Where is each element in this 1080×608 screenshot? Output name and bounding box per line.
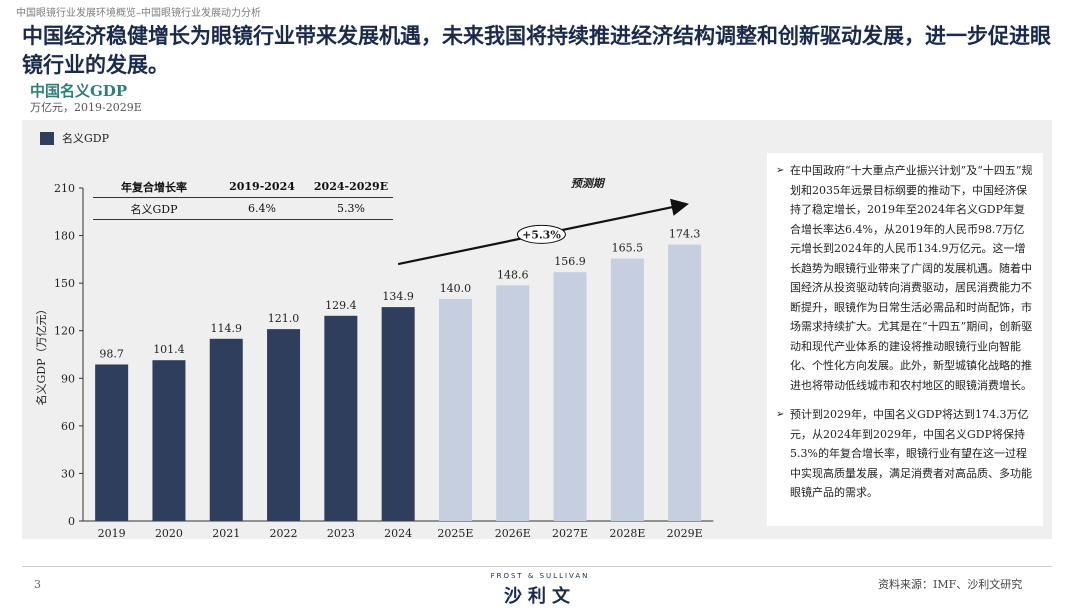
legend-swatch bbox=[40, 131, 54, 145]
bar-2023 bbox=[324, 315, 358, 521]
data-label-2020: 101.4 bbox=[153, 343, 185, 356]
bullet-arrow-icon: ➢ bbox=[776, 409, 785, 420]
chart-unit: 万亿元，2019-2029E bbox=[30, 101, 142, 114]
bar-2024 bbox=[381, 307, 415, 521]
bar-2027E bbox=[553, 272, 587, 521]
x-tick-label-2028E: 2028E bbox=[609, 527, 645, 540]
data-label-2029E: 174.3 bbox=[669, 228, 701, 241]
footer-divider bbox=[22, 566, 1052, 567]
x-tick-label-2027E: 2027E bbox=[552, 527, 588, 540]
bar-2019 bbox=[95, 364, 129, 521]
page-number: 3 bbox=[34, 578, 41, 591]
bar-2022 bbox=[267, 329, 301, 521]
commentary-bullet: ➢ 预计到2029年，中国名义GDP将达到174.3万亿元，从2024年到202… bbox=[776, 405, 1034, 503]
y-tick-label: 210 bbox=[54, 182, 75, 195]
bar-2026E bbox=[496, 285, 530, 521]
bar-2020 bbox=[152, 360, 186, 521]
y-tick-label: 30 bbox=[61, 467, 75, 480]
growth-annotation-label: +5.3% bbox=[522, 228, 561, 241]
data-label-2023: 129.4 bbox=[325, 299, 357, 312]
cagr-header-period2: 2024-2029E bbox=[313, 180, 389, 193]
data-label-2028E: 165.5 bbox=[612, 242, 644, 255]
x-tick-label-2020: 2020 bbox=[155, 527, 183, 540]
cagr-header-period1: 2019-2024 bbox=[229, 180, 295, 193]
chart-title: 中国名义GDP bbox=[30, 82, 128, 100]
gdp-bar-chart: 0 30 60 90 120 150 180 210 名义GDP（万亿元） 98.7 2019 101… bbox=[34, 177, 714, 540]
x-tick-label-2019: 2019 bbox=[98, 527, 126, 540]
x-tick-label-2021: 2021 bbox=[212, 527, 240, 540]
growth-annotation-badge bbox=[516, 224, 566, 244]
x-tick-label-2022: 2022 bbox=[270, 527, 298, 540]
forecast-period-label: 预测期 bbox=[571, 177, 606, 190]
logo-wordmark: FROST & SULLIVAN bbox=[490, 572, 590, 580]
y-tick-label: 90 bbox=[61, 372, 75, 385]
y-axis-label: 名义GDP（万亿元） bbox=[34, 303, 48, 405]
data-label-2027E: 156.9 bbox=[554, 255, 586, 268]
bar-2028E bbox=[610, 258, 644, 521]
y-tick-label: 0 bbox=[68, 515, 75, 528]
data-label-2025E: 140.0 bbox=[440, 282, 472, 295]
bar-2021 bbox=[209, 338, 243, 521]
y-tick-label: 180 bbox=[54, 230, 75, 243]
y-tick-label: 120 bbox=[54, 325, 75, 338]
bar-2025E bbox=[438, 299, 472, 521]
x-tick-label-2029E: 2029E bbox=[667, 527, 703, 540]
cagr-row-label: 名义GDP bbox=[130, 202, 178, 216]
y-tick-label: 150 bbox=[54, 277, 75, 290]
cagr-row-value2: 5.3% bbox=[337, 202, 365, 215]
logo-chinese: 沙利文 bbox=[504, 586, 576, 607]
breadcrumb: 中国眼镜行业发展环境概览–中国眼镜行业发展动力分析 bbox=[16, 8, 261, 19]
cagr-header-label: 年复合增长率 bbox=[121, 180, 187, 194]
x-tick-label-2023: 2023 bbox=[327, 527, 355, 540]
cagr-header-row: 年复合增长率 2019-2024 2024-2029E bbox=[93, 176, 393, 198]
page-headline: 中国经济稳健增长为眼镜行业带来发展机遇，未来我国将持续推进经济结构调整和创新驱动… bbox=[22, 24, 1051, 77]
bullet-text: 在中国政府“十大重点产业振兴计划”及“十四五”规划和2035年远景目标纲要的推动… bbox=[790, 164, 1033, 392]
y-tick-label: 60 bbox=[61, 420, 75, 433]
data-label-2022: 121.0 bbox=[268, 312, 300, 325]
x-tick-label-2026E: 2026E bbox=[495, 527, 531, 540]
commentary-panel: ➢ 在中国政府“十大重点产业振兴计划”及“十四五”规划和2035年远景目标纲要的… bbox=[767, 153, 1043, 526]
chart-legend: 名义GDP bbox=[40, 130, 109, 146]
legend-label: 名义GDP bbox=[62, 132, 110, 145]
bullet-text: 预计到2029年，中国名义GDP将达到174.3万亿元，从2024年到2029年… bbox=[790, 408, 1032, 499]
data-label-2026E: 148.6 bbox=[497, 268, 529, 281]
commentary-bullet: ➢ 在中国政府“十大重点产业振兴计划”及“十四五”规划和2035年远景目标纲要的… bbox=[776, 161, 1034, 395]
x-tick-label-2024: 2024 bbox=[384, 527, 412, 540]
x-tick-label-2025E: 2025E bbox=[437, 527, 473, 540]
cagr-data-row: 名义GDP 6.4% 5.3% bbox=[93, 198, 393, 220]
source-note: 资料来源：IMF、沙利文研究 bbox=[878, 578, 1023, 591]
data-label-2024: 134.9 bbox=[382, 290, 414, 303]
bar-2029E bbox=[668, 244, 702, 522]
bullet-arrow-icon: ➢ bbox=[776, 165, 785, 176]
cagr-table: 年复合增长率 2019-2024 2024-2029E 名义GDP 6.4% 5… bbox=[93, 176, 393, 220]
data-label-2019: 98.7 bbox=[99, 347, 124, 360]
data-label-2021: 114.9 bbox=[211, 322, 243, 335]
cagr-row-value1: 6.4% bbox=[248, 202, 276, 215]
